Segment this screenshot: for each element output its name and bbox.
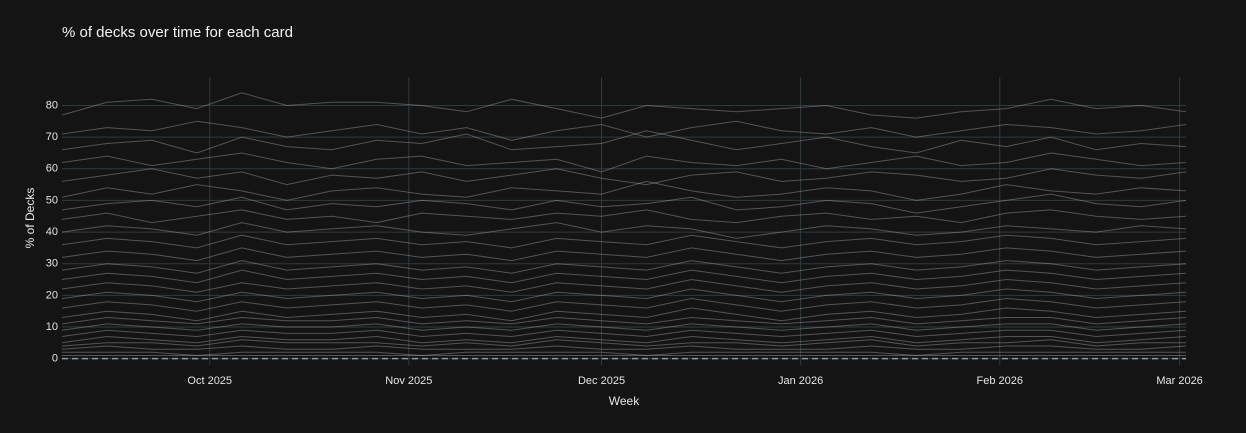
series-line	[62, 351, 1186, 357]
series-line	[61, 92, 1187, 119]
y-axis-title: % of Decks	[23, 188, 37, 249]
series-line	[61, 335, 1187, 344]
series-line	[61, 323, 1187, 331]
y-tick-label: 70	[46, 131, 58, 143]
series-line	[61, 120, 1187, 141]
series-line	[61, 180, 1187, 201]
grid	[62, 77, 1186, 365]
series-line	[61, 307, 1187, 322]
x-axis-title: Week	[609, 394, 640, 408]
x-tick-label: Feb 2026	[976, 375, 1022, 387]
series-line	[61, 152, 1187, 173]
series-line	[61, 193, 1187, 214]
y-tick-label: 50	[46, 194, 58, 206]
series-line	[61, 130, 1187, 154]
lines	[61, 92, 1187, 357]
y-tick-label: 60	[46, 163, 58, 175]
x-tick-label: Jan 2026	[778, 375, 823, 387]
series-line	[61, 297, 1187, 312]
series-line	[61, 345, 1187, 350]
series-line	[61, 209, 1187, 224]
chart-title: % of decks over time for each card	[62, 24, 293, 41]
y-tick-label: 30	[46, 258, 58, 270]
series-line	[61, 222, 1187, 239]
series-line	[61, 288, 1187, 303]
series-line	[61, 339, 1186, 347]
series-line	[61, 247, 1187, 262]
y-tick-label: 10	[46, 321, 58, 333]
series-line	[61, 269, 1187, 284]
y-tick-label: 80	[46, 99, 58, 111]
tick-labels: 0 10 20 30 40 50 60 70 80 Oct 2025 Nov 2025 Dec 202…	[46, 99, 1203, 387]
y-tick-label: 40	[46, 226, 58, 238]
series-line	[61, 260, 1187, 274]
series-line	[61, 329, 1187, 338]
x-tick-label: Oct 2025	[187, 375, 232, 387]
y-tick-label: 0	[52, 353, 58, 365]
x-tick-label: Dec 2025	[578, 375, 625, 387]
series-line	[61, 234, 1187, 249]
series-line	[61, 316, 1187, 325]
x-tick-label: Nov 2025	[385, 375, 432, 387]
series-line	[61, 278, 1187, 293]
series-line	[61, 168, 1187, 186]
y-tick-label: 20	[46, 289, 58, 301]
x-tick-label: Mar 2026	[1156, 375, 1202, 387]
